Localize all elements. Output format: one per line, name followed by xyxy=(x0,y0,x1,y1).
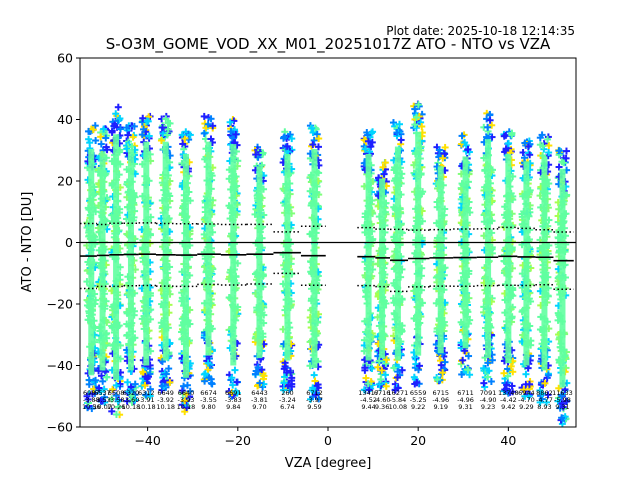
data-point xyxy=(162,370,170,378)
data-point xyxy=(128,396,136,404)
data-point xyxy=(130,122,138,130)
data-point xyxy=(140,125,148,133)
data-point xyxy=(114,397,122,405)
data-point xyxy=(165,365,173,373)
data-point xyxy=(159,129,167,137)
data-point xyxy=(123,397,131,405)
data-point xyxy=(85,127,93,135)
data-point xyxy=(97,140,105,148)
data-point xyxy=(200,112,208,120)
data-point xyxy=(112,110,120,118)
data-point xyxy=(124,378,132,386)
data-point xyxy=(91,122,99,130)
data-point xyxy=(97,396,105,404)
data-point xyxy=(124,131,132,139)
data-point xyxy=(146,392,154,400)
data-point xyxy=(116,114,124,122)
chart-title: S-O3M_GOME_VOD_XX_M01_20251017Z ATO - NT… xyxy=(106,35,551,54)
bin-core-band xyxy=(256,166,263,359)
data-point xyxy=(90,385,98,393)
data-point xyxy=(109,385,117,393)
data-point xyxy=(84,395,92,403)
data-point xyxy=(85,376,93,384)
plot-date: Plot date: 2025-10-18 12:14:35 xyxy=(386,24,575,38)
bin-core-band xyxy=(88,149,95,376)
data-point xyxy=(141,381,149,389)
data-point xyxy=(158,124,166,132)
data-point xyxy=(117,125,125,133)
data-point xyxy=(112,410,120,418)
data-point xyxy=(125,388,133,396)
data-point xyxy=(162,115,170,123)
data-point xyxy=(114,103,122,111)
data-point xyxy=(145,132,153,140)
bin-core-band xyxy=(205,141,212,356)
data-point xyxy=(123,124,131,132)
bin-core-band xyxy=(113,134,120,381)
data-point xyxy=(129,133,137,141)
data-point xyxy=(166,378,174,386)
data-point xyxy=(97,133,105,141)
data-point xyxy=(158,358,166,366)
bin-core-band xyxy=(162,141,169,361)
data-point xyxy=(139,114,147,122)
data-point xyxy=(183,381,191,389)
data-point xyxy=(108,127,116,135)
data-point xyxy=(108,407,116,415)
data-point xyxy=(92,136,100,144)
data-point xyxy=(97,388,105,396)
data-point xyxy=(97,372,105,380)
bin-core-band xyxy=(182,153,189,378)
bin-core-band xyxy=(99,151,106,371)
data-point xyxy=(89,126,97,134)
data-point xyxy=(110,122,118,130)
data-point xyxy=(86,139,94,147)
data-point xyxy=(131,380,139,388)
data-point xyxy=(166,119,174,127)
bin-core-band xyxy=(284,153,291,361)
bin-core-band xyxy=(127,149,134,371)
data-point xyxy=(123,145,131,153)
data-point xyxy=(231,366,239,374)
data-point xyxy=(95,384,103,392)
data-point xyxy=(99,377,107,385)
data-point xyxy=(85,135,93,143)
data-point xyxy=(158,382,166,390)
data-point xyxy=(102,373,110,381)
data-point xyxy=(112,381,120,389)
data-point xyxy=(116,380,124,388)
data-point xyxy=(142,391,150,399)
data-point xyxy=(143,117,151,125)
data-point xyxy=(102,134,110,142)
data-point xyxy=(181,408,189,416)
data-point xyxy=(112,392,120,400)
data-point xyxy=(146,385,154,393)
data-point xyxy=(92,376,100,384)
data-point xyxy=(88,390,96,398)
data-point xyxy=(163,131,171,139)
data-point xyxy=(100,125,108,133)
data-point xyxy=(95,367,103,375)
data-point xyxy=(103,146,111,154)
data-point xyxy=(157,136,165,144)
data-point xyxy=(100,393,108,401)
data-point xyxy=(141,373,149,381)
scatter-points-layer xyxy=(83,100,571,428)
data-point xyxy=(108,395,116,403)
